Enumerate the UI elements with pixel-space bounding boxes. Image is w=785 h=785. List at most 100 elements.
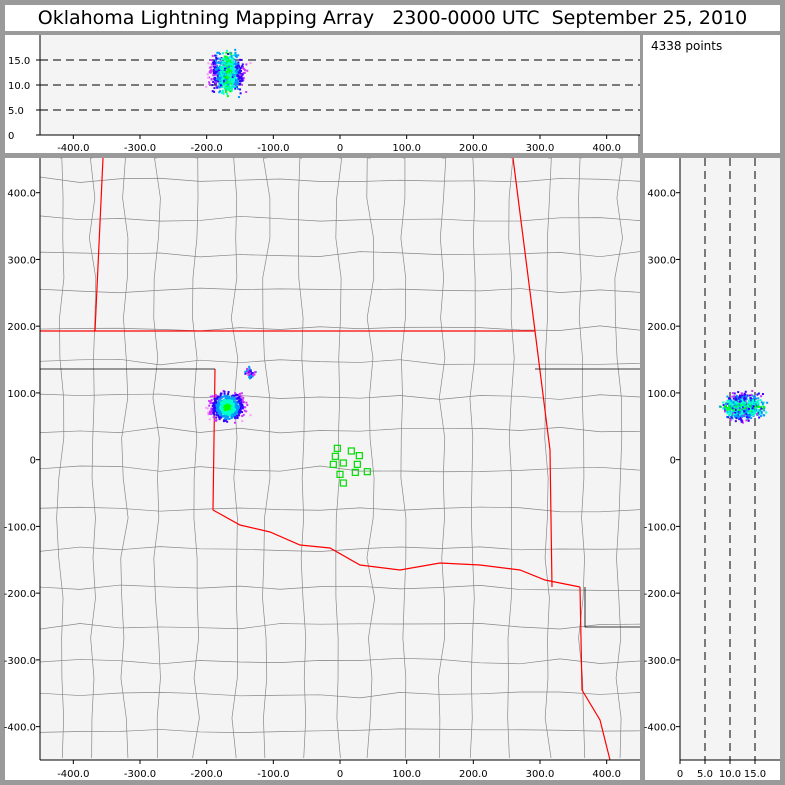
source-point <box>224 67 227 70</box>
source-point <box>224 417 227 420</box>
source-point <box>236 414 239 417</box>
source-point <box>745 412 748 415</box>
source-point <box>218 418 221 421</box>
station-marker <box>333 444 341 452</box>
county-line <box>39 623 641 630</box>
source-point <box>230 63 233 66</box>
source-point <box>210 413 213 416</box>
source-point <box>244 406 247 409</box>
source-point <box>732 407 735 410</box>
source-point <box>232 69 235 72</box>
source-point <box>228 75 231 78</box>
source-point <box>224 419 227 422</box>
source-point <box>745 414 748 417</box>
x-tick-label: 0 <box>337 769 343 780</box>
source-point <box>732 406 735 409</box>
source-point <box>249 370 252 373</box>
source-point <box>734 408 737 411</box>
source-point <box>242 77 245 80</box>
state-border <box>212 368 216 511</box>
source-point <box>227 415 230 418</box>
source-point <box>231 396 234 399</box>
source-point <box>233 76 236 79</box>
source-point <box>230 415 233 418</box>
station-marker <box>363 468 371 476</box>
county-line <box>152 157 161 759</box>
source-point <box>208 418 211 421</box>
source-point <box>249 376 252 379</box>
source-point <box>748 414 751 417</box>
source-point <box>747 412 750 415</box>
source-point <box>208 404 211 407</box>
source-point <box>226 85 229 88</box>
source-point <box>230 76 233 79</box>
source-point <box>224 91 227 94</box>
source-point <box>726 406 729 409</box>
source-point <box>229 79 232 82</box>
source-point <box>234 51 237 54</box>
county-line <box>400 157 407 759</box>
x-tick-label: -100.0 <box>257 769 289 780</box>
source-point <box>237 64 240 67</box>
source-point <box>730 399 733 402</box>
source-point <box>217 69 220 72</box>
source-point <box>249 372 252 375</box>
source-point <box>723 405 726 408</box>
source-point <box>739 400 742 403</box>
x-tick-label: 100.0 <box>392 143 421 154</box>
source-point <box>218 85 221 88</box>
source-point <box>750 408 753 411</box>
source-point <box>743 401 746 404</box>
source-point <box>246 368 249 371</box>
source-point <box>233 63 236 66</box>
source-point <box>213 62 216 65</box>
source-point <box>218 411 221 414</box>
source-point <box>220 409 223 412</box>
source-point <box>739 396 742 399</box>
source-point <box>231 57 234 60</box>
source-point <box>222 63 225 66</box>
source-point <box>241 63 244 66</box>
source-point <box>214 71 217 74</box>
source-point <box>740 392 743 395</box>
source-point <box>225 408 228 411</box>
source-point <box>219 71 222 74</box>
source-point <box>750 398 753 401</box>
source-point <box>739 410 742 413</box>
source-point <box>236 393 239 396</box>
county-line <box>39 426 641 434</box>
source-point <box>238 399 241 402</box>
source-point <box>238 80 241 83</box>
source-point <box>223 82 226 85</box>
source-point <box>736 416 739 419</box>
source-point <box>222 420 225 423</box>
source-point <box>726 402 729 405</box>
source-point <box>237 96 240 99</box>
source-point <box>735 417 738 420</box>
source-point <box>210 70 213 73</box>
source-point <box>223 412 226 415</box>
source-point <box>748 394 751 397</box>
source-point <box>221 405 224 408</box>
source-point <box>752 414 755 417</box>
source-point <box>217 409 220 412</box>
source-point <box>231 73 234 76</box>
source-point <box>240 406 243 409</box>
source-point <box>753 407 756 410</box>
source-point <box>221 89 224 92</box>
source-point <box>234 84 237 87</box>
source-point <box>227 404 230 407</box>
source-point <box>237 75 240 78</box>
source-point <box>237 87 240 90</box>
source-point <box>235 407 238 410</box>
source-point <box>729 419 732 422</box>
source-point <box>249 61 252 64</box>
source-point <box>240 392 243 395</box>
source-point <box>238 65 241 68</box>
source-point <box>221 73 224 76</box>
source-point <box>234 87 237 90</box>
source-point <box>239 398 242 401</box>
source-point <box>225 76 228 79</box>
source-point <box>758 412 761 415</box>
source-point <box>220 69 223 72</box>
